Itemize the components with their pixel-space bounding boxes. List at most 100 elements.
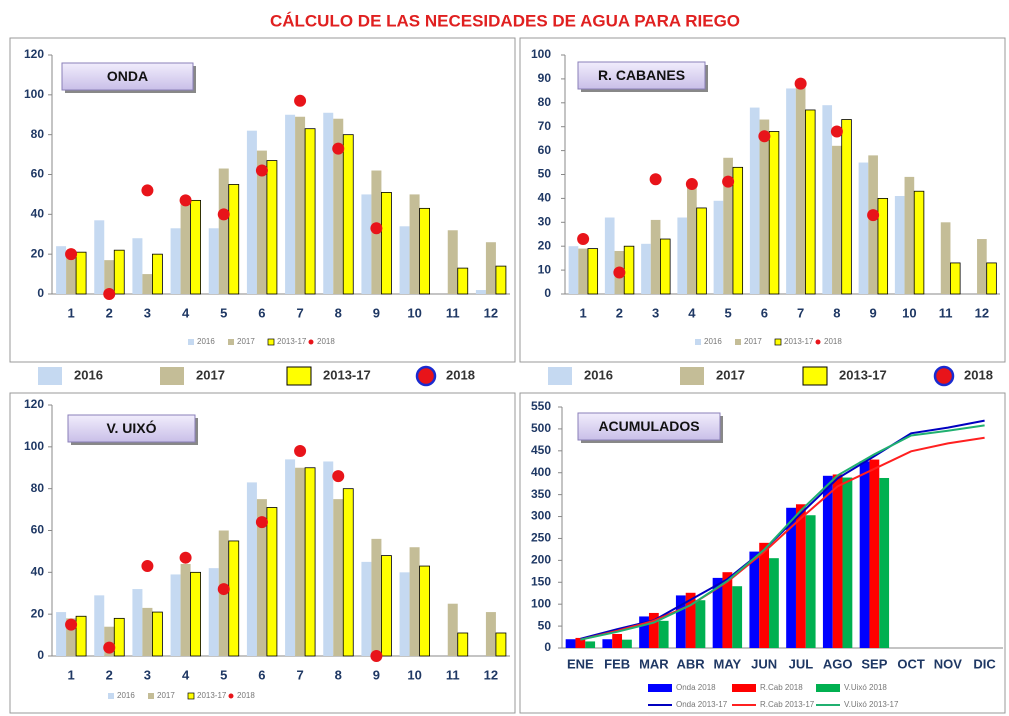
dot <box>794 77 807 90</box>
bar <box>749 551 760 648</box>
y-tick-label: 50 <box>538 167 552 181</box>
x-tick-label: 3 <box>652 305 659 320</box>
bar <box>759 542 770 648</box>
bar <box>650 219 661 294</box>
bar <box>246 482 257 656</box>
legend-marker <box>108 693 114 699</box>
bar <box>104 626 115 656</box>
x-tick-label: 9 <box>373 305 380 320</box>
bar <box>732 166 744 295</box>
dot <box>758 130 771 143</box>
bar <box>675 595 686 648</box>
legend-label: 2018 <box>824 337 842 346</box>
x-tick-label: 9 <box>373 667 380 682</box>
bar <box>858 162 869 294</box>
legend-label: 2018 <box>446 367 475 382</box>
bar <box>587 248 599 295</box>
y-tick-label: 40 <box>538 191 552 205</box>
legend-label: 2013-17 <box>323 367 371 382</box>
x-tick-label: 5 <box>725 305 732 320</box>
bar <box>457 632 469 657</box>
legend-label: 2018 <box>317 337 335 346</box>
dot <box>217 208 230 221</box>
y-tick-label: 50 <box>538 618 552 632</box>
legend-marker <box>732 684 756 692</box>
legend-marker <box>816 684 840 692</box>
x-tick-label: 2 <box>616 305 623 320</box>
x-tick-label: JUL <box>789 656 814 671</box>
bar <box>190 199 201 295</box>
legend-marker <box>286 366 312 386</box>
bar <box>977 239 987 294</box>
bar <box>323 112 334 294</box>
bar <box>786 507 796 648</box>
y-tick-label: 60 <box>31 167 45 181</box>
dot <box>255 516 268 529</box>
legend-label: 2016 <box>117 691 135 700</box>
dot <box>332 470 345 483</box>
bar <box>604 217 615 294</box>
x-tick-label: 6 <box>258 305 265 320</box>
y-tick-label: 100 <box>24 439 44 453</box>
bar <box>419 207 430 295</box>
bar <box>208 228 219 294</box>
bar <box>132 238 143 294</box>
x-tick-label: FEB <box>604 656 630 671</box>
bar <box>648 612 659 648</box>
x-tick-label: 2 <box>106 667 113 682</box>
legend-label: R.Cab 2013-17 <box>760 700 815 709</box>
chart-title: V. UIXÓ <box>106 419 156 436</box>
legend-label: 2017 <box>196 367 225 382</box>
bar <box>246 130 257 294</box>
dot <box>103 641 116 654</box>
x-tick-label: 7 <box>296 667 303 682</box>
legend-label: 2018 <box>964 367 993 382</box>
dot <box>613 266 626 279</box>
legend-marker <box>160 367 184 385</box>
bar <box>75 615 87 657</box>
y-tick-label: 20 <box>538 238 552 252</box>
x-tick-label: 5 <box>220 305 227 320</box>
bar <box>641 243 651 294</box>
bar <box>769 558 779 648</box>
y-tick-label: 70 <box>538 119 552 133</box>
bar <box>75 251 87 295</box>
x-tick-label: 10 <box>407 305 421 320</box>
y-tick-label: 100 <box>531 47 551 61</box>
bar <box>795 86 806 294</box>
bar <box>323 461 334 656</box>
y-tick-label: 550 <box>531 399 551 413</box>
x-tick-label: 8 <box>335 667 342 682</box>
y-tick-label: 30 <box>538 214 552 228</box>
x-tick-label: 1 <box>580 305 587 320</box>
bar <box>786 88 796 295</box>
dot <box>867 209 880 222</box>
chart-title: ONDA <box>107 68 148 84</box>
legend-label: 2016 <box>74 367 103 382</box>
y-tick-label: 150 <box>531 574 551 588</box>
x-tick-label: 4 <box>182 305 190 320</box>
legend-label: 2013-17 <box>784 337 814 346</box>
legend-marker <box>187 692 195 700</box>
bar <box>361 194 372 294</box>
bar <box>696 207 707 295</box>
bar <box>94 220 105 294</box>
bar <box>228 184 240 295</box>
dot <box>65 248 78 261</box>
bar <box>304 128 316 295</box>
dot <box>294 445 307 458</box>
legend-label: 2016 <box>704 337 722 346</box>
bar <box>713 200 724 294</box>
chart-title: R. CABANES <box>598 67 685 83</box>
bar <box>361 561 372 656</box>
bar <box>342 134 354 295</box>
bar <box>695 600 706 648</box>
dot <box>722 175 735 188</box>
bar <box>768 131 780 295</box>
bar <box>180 563 191 656</box>
x-tick-label: 2 <box>106 305 113 320</box>
bar <box>170 228 181 294</box>
x-tick-label: 11 <box>446 667 460 682</box>
y-tick-label: 40 <box>31 565 45 579</box>
y-tick-label: 20 <box>31 246 45 260</box>
